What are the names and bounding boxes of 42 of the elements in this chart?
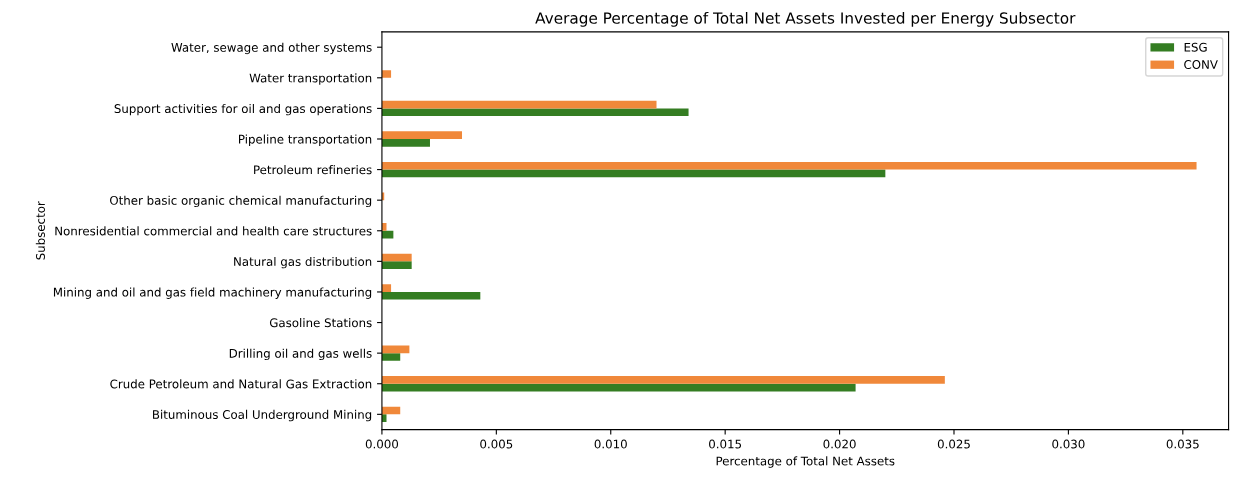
y-tick-label: Other basic organic chemical manufacturing	[110, 195, 372, 208]
bar	[381, 100, 657, 109]
bar	[381, 284, 392, 292]
y-tick-label: Natural gas distribution	[234, 256, 372, 269]
y-tick-label: Crude Petroleum and Natural Gas Extraction	[110, 379, 372, 389]
y-tick-label: Pipeline transportation	[239, 134, 372, 146]
bar	[381, 383, 856, 392]
x-axis-title: Percentage of Total Net Assets	[716, 456, 895, 468]
bar	[381, 291, 481, 300]
y-tick-label: Mining and oil and gas field machinery manufacturing	[53, 287, 372, 299]
x-tick-label: 0.030	[1052, 439, 1085, 449]
chart-title: Average Percentage of Total Net Assets Invested per Energy Subsector	[535, 11, 1076, 27]
x-tick-label: 0.025	[937, 439, 970, 449]
legend-label: ESG	[1184, 42, 1207, 52]
x-tick-label: 0.010	[594, 439, 627, 449]
y-tick-label: Water, sewage and other systems	[171, 42, 372, 55]
y-axis-title: Subsector	[35, 201, 45, 260]
y-tick-label: Support activities for oil and gas operations	[114, 103, 372, 116]
x-tick-label: 0.020	[823, 439, 856, 449]
x-tick-label: 0.035	[1166, 439, 1199, 449]
y-tick-label: Water transportation	[249, 73, 372, 85]
y-tick-label: Nonresidential commercial and health care structures	[55, 226, 372, 236]
bar	[381, 70, 392, 78]
bar	[381, 353, 401, 361]
bar	[381, 161, 1197, 170]
y-tick-label: Drilling oil and gas wells	[229, 348, 372, 361]
bar	[381, 345, 410, 354]
legend-label: CONV	[1184, 60, 1218, 70]
bar	[381, 414, 387, 422]
x-tick-label: 0.015	[709, 439, 742, 449]
bar	[381, 138, 430, 147]
y-tick-label: Petroleum refineries	[254, 165, 372, 175]
bar	[381, 169, 886, 178]
bar	[381, 261, 412, 270]
bar	[381, 223, 387, 231]
y-tick-label: Bituminous Coal Underground Mining	[153, 409, 372, 422]
y-tick-label: Gasoline Stations	[269, 318, 372, 328]
bar	[381, 131, 463, 139]
x-tick-label: 0.005	[480, 439, 513, 449]
bar	[381, 376, 945, 384]
x-tick-label: 0.000	[365, 439, 399, 449]
bar	[381, 108, 689, 117]
